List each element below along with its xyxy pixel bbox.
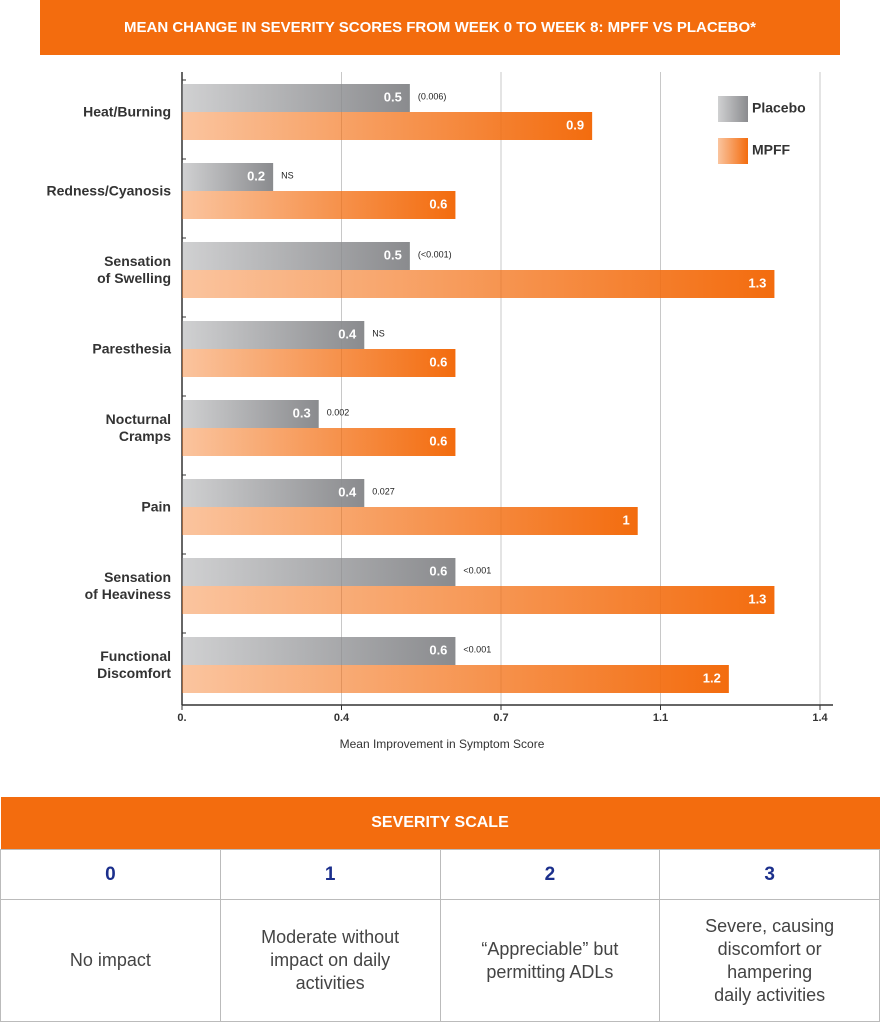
x-tick-label: 0.7 — [493, 712, 508, 724]
annotation: 0.027 — [372, 486, 395, 496]
category-label: Heat/Burning — [83, 103, 171, 120]
scale-description: “Appreciable” but permitting ADLs — [439, 899, 661, 1022]
x-tick-label: 1.4 — [812, 712, 828, 724]
value-label: 0.6 — [429, 196, 447, 211]
legend-label: MPFF — [752, 142, 791, 158]
x-axis-label: Mean Improvement in Symptom Score — [340, 737, 545, 751]
value-label: 0.2 — [247, 168, 265, 183]
value-label: 0.4 — [338, 326, 357, 341]
bar — [182, 163, 274, 191]
category-label: Paresthesia — [92, 340, 171, 357]
title-bar — [40, 0, 840, 55]
bar — [182, 507, 638, 535]
annotation: <0.001 — [463, 644, 491, 654]
bar — [182, 270, 775, 298]
value-label: 0.6 — [429, 563, 447, 578]
value-label: 1.3 — [748, 275, 766, 290]
scale-number: 2 — [439, 849, 661, 900]
bar — [182, 112, 593, 140]
category-label: Functional Discomfort — [97, 648, 171, 681]
value-label: 0.6 — [429, 433, 447, 448]
legend-swatch — [718, 96, 748, 122]
category-label: Nocturnal Cramps — [105, 411, 171, 444]
category-label: Sensation of Swelling — [97, 253, 171, 286]
value-label: 0.5 — [384, 89, 402, 104]
scale-description: No impact — [0, 899, 221, 1022]
scale-description: Moderate without impact on daily activit… — [219, 899, 441, 1022]
chart: MEAN CHANGE IN SEVERITY SCORES FROM WEEK… — [40, 0, 840, 751]
bar — [182, 242, 410, 270]
bar — [182, 479, 365, 507]
value-label: 1.3 — [748, 591, 766, 606]
x-tick-label: 0. — [177, 712, 186, 724]
bar — [182, 558, 456, 586]
bar — [182, 321, 365, 349]
bar — [182, 428, 456, 456]
value-label: 0.6 — [429, 642, 447, 657]
bar — [182, 400, 319, 428]
annotation: <0.001 — [463, 565, 491, 575]
bar — [182, 637, 456, 665]
bar — [182, 84, 410, 112]
value-label: 1 — [622, 512, 629, 527]
category-label: Redness/Cyanosis — [46, 182, 172, 199]
legend-label: Placebo — [752, 100, 806, 116]
legend-swatch — [718, 138, 748, 164]
table-title: SEVERITY SCALE — [0, 797, 880, 850]
x-tick-label: 0.4 — [334, 712, 350, 724]
value-label: 0.9 — [566, 117, 584, 132]
annotation: (<0.001) — [418, 249, 452, 259]
category-label: Sensation of Heaviness — [84, 569, 171, 602]
annotation: NS — [281, 170, 294, 180]
scale-number: 1 — [219, 849, 441, 900]
scale-number: 3 — [659, 849, 880, 900]
value-label: 0.6 — [429, 354, 447, 369]
scale-description: Severe, causing discomfort or hampering … — [659, 899, 880, 1022]
chart-area: MEAN CHANGE IN SEVERITY SCORES FROM WEEK… — [40, 0, 840, 751]
bar — [182, 349, 456, 377]
annotation: (0.006) — [418, 91, 447, 101]
bar — [182, 191, 456, 219]
annotation: NS — [372, 328, 385, 338]
category-label: Pain — [141, 498, 171, 515]
bar — [182, 586, 775, 614]
scale-number: 0 — [0, 849, 221, 900]
value-label: 0.5 — [384, 247, 402, 262]
annotation: 0.002 — [327, 407, 350, 417]
value-label: 0.3 — [293, 405, 311, 420]
bar — [182, 665, 729, 693]
chart-title: MEAN CHANGE IN SEVERITY SCORES FROM WEEK… — [124, 19, 756, 36]
value-label: 1.2 — [703, 670, 721, 685]
value-label: 0.4 — [338, 484, 357, 499]
x-tick-label: 1.1 — [653, 712, 668, 724]
